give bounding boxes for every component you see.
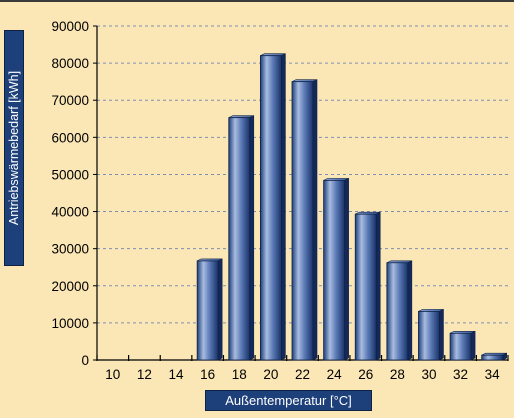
x-tick-label: 24 (327, 367, 343, 382)
x-tick-label: 20 (263, 367, 278, 382)
bar-side (312, 79, 318, 361)
y-tick-label: 20000 (51, 279, 89, 294)
bars (196, 53, 507, 361)
bar-face (481, 354, 504, 361)
bar-16 (196, 258, 223, 361)
x-axis-title: Außentemperatur [°C] (205, 390, 372, 411)
bar-face (386, 262, 409, 361)
x-tick-labels: 10 12 14 16 18 20 22 24 26 28 30 32 34 (105, 367, 500, 382)
bar-side (375, 211, 381, 361)
y-axis-title: Antriebswärmebedarf [kWh] (7, 70, 21, 226)
y-tick-label: 30000 (51, 242, 89, 257)
x-tick-label: 10 (105, 367, 120, 382)
bar-28 (386, 260, 413, 361)
bar-side (217, 258, 223, 361)
bar-face (259, 55, 282, 361)
y-axis-title-box: Antriebswärmebedarf [kWh] (4, 30, 24, 266)
bar-24 (323, 177, 349, 361)
y-tick-label: 0 (81, 353, 89, 368)
bar-face (291, 81, 314, 361)
x-tick-label: 16 (200, 367, 215, 382)
x-tick-label: 28 (390, 367, 405, 382)
bar-face (418, 310, 440, 361)
x-tick-label: 26 (358, 367, 373, 382)
bar-face (354, 213, 377, 361)
y-tick-label: 60000 (51, 130, 89, 145)
bar-side (281, 53, 286, 361)
bar-32 (449, 330, 476, 361)
x-tick-label: 14 (169, 367, 185, 382)
bar-face (228, 117, 251, 361)
y-tick-label: 90000 (51, 19, 89, 34)
y-tick-label: 10000 (51, 316, 89, 331)
y-tick-label: 80000 (51, 56, 89, 71)
y-tick-label: 40000 (51, 205, 89, 220)
y-tick-labels: 0 10000 20000 30000 40000 50000 60000 70000 8000… (51, 19, 89, 368)
bar-side (344, 177, 349, 361)
x-tick-label: 22 (295, 367, 310, 382)
y-tick-label: 50000 (51, 167, 89, 182)
bar-face (196, 260, 219, 361)
bar-face (323, 179, 346, 361)
x-tick-label: 30 (421, 367, 436, 382)
bar-side (439, 308, 444, 361)
bar-34 (481, 352, 507, 361)
bar-side (407, 260, 413, 361)
y-tick-label: 70000 (51, 93, 89, 108)
bar-26 (354, 211, 381, 361)
bar-18 (228, 115, 255, 361)
bar-30 (418, 308, 444, 361)
x-tick-label: 34 (485, 367, 501, 382)
x-tick-label: 32 (453, 367, 468, 382)
x-tick-label: 18 (232, 367, 247, 382)
bar-22 (291, 79, 318, 361)
bar-20 (259, 53, 286, 361)
x-tick-label: 12 (137, 367, 152, 382)
bar-side (249, 115, 255, 361)
bar-side (470, 330, 476, 361)
bar-face (449, 332, 472, 361)
